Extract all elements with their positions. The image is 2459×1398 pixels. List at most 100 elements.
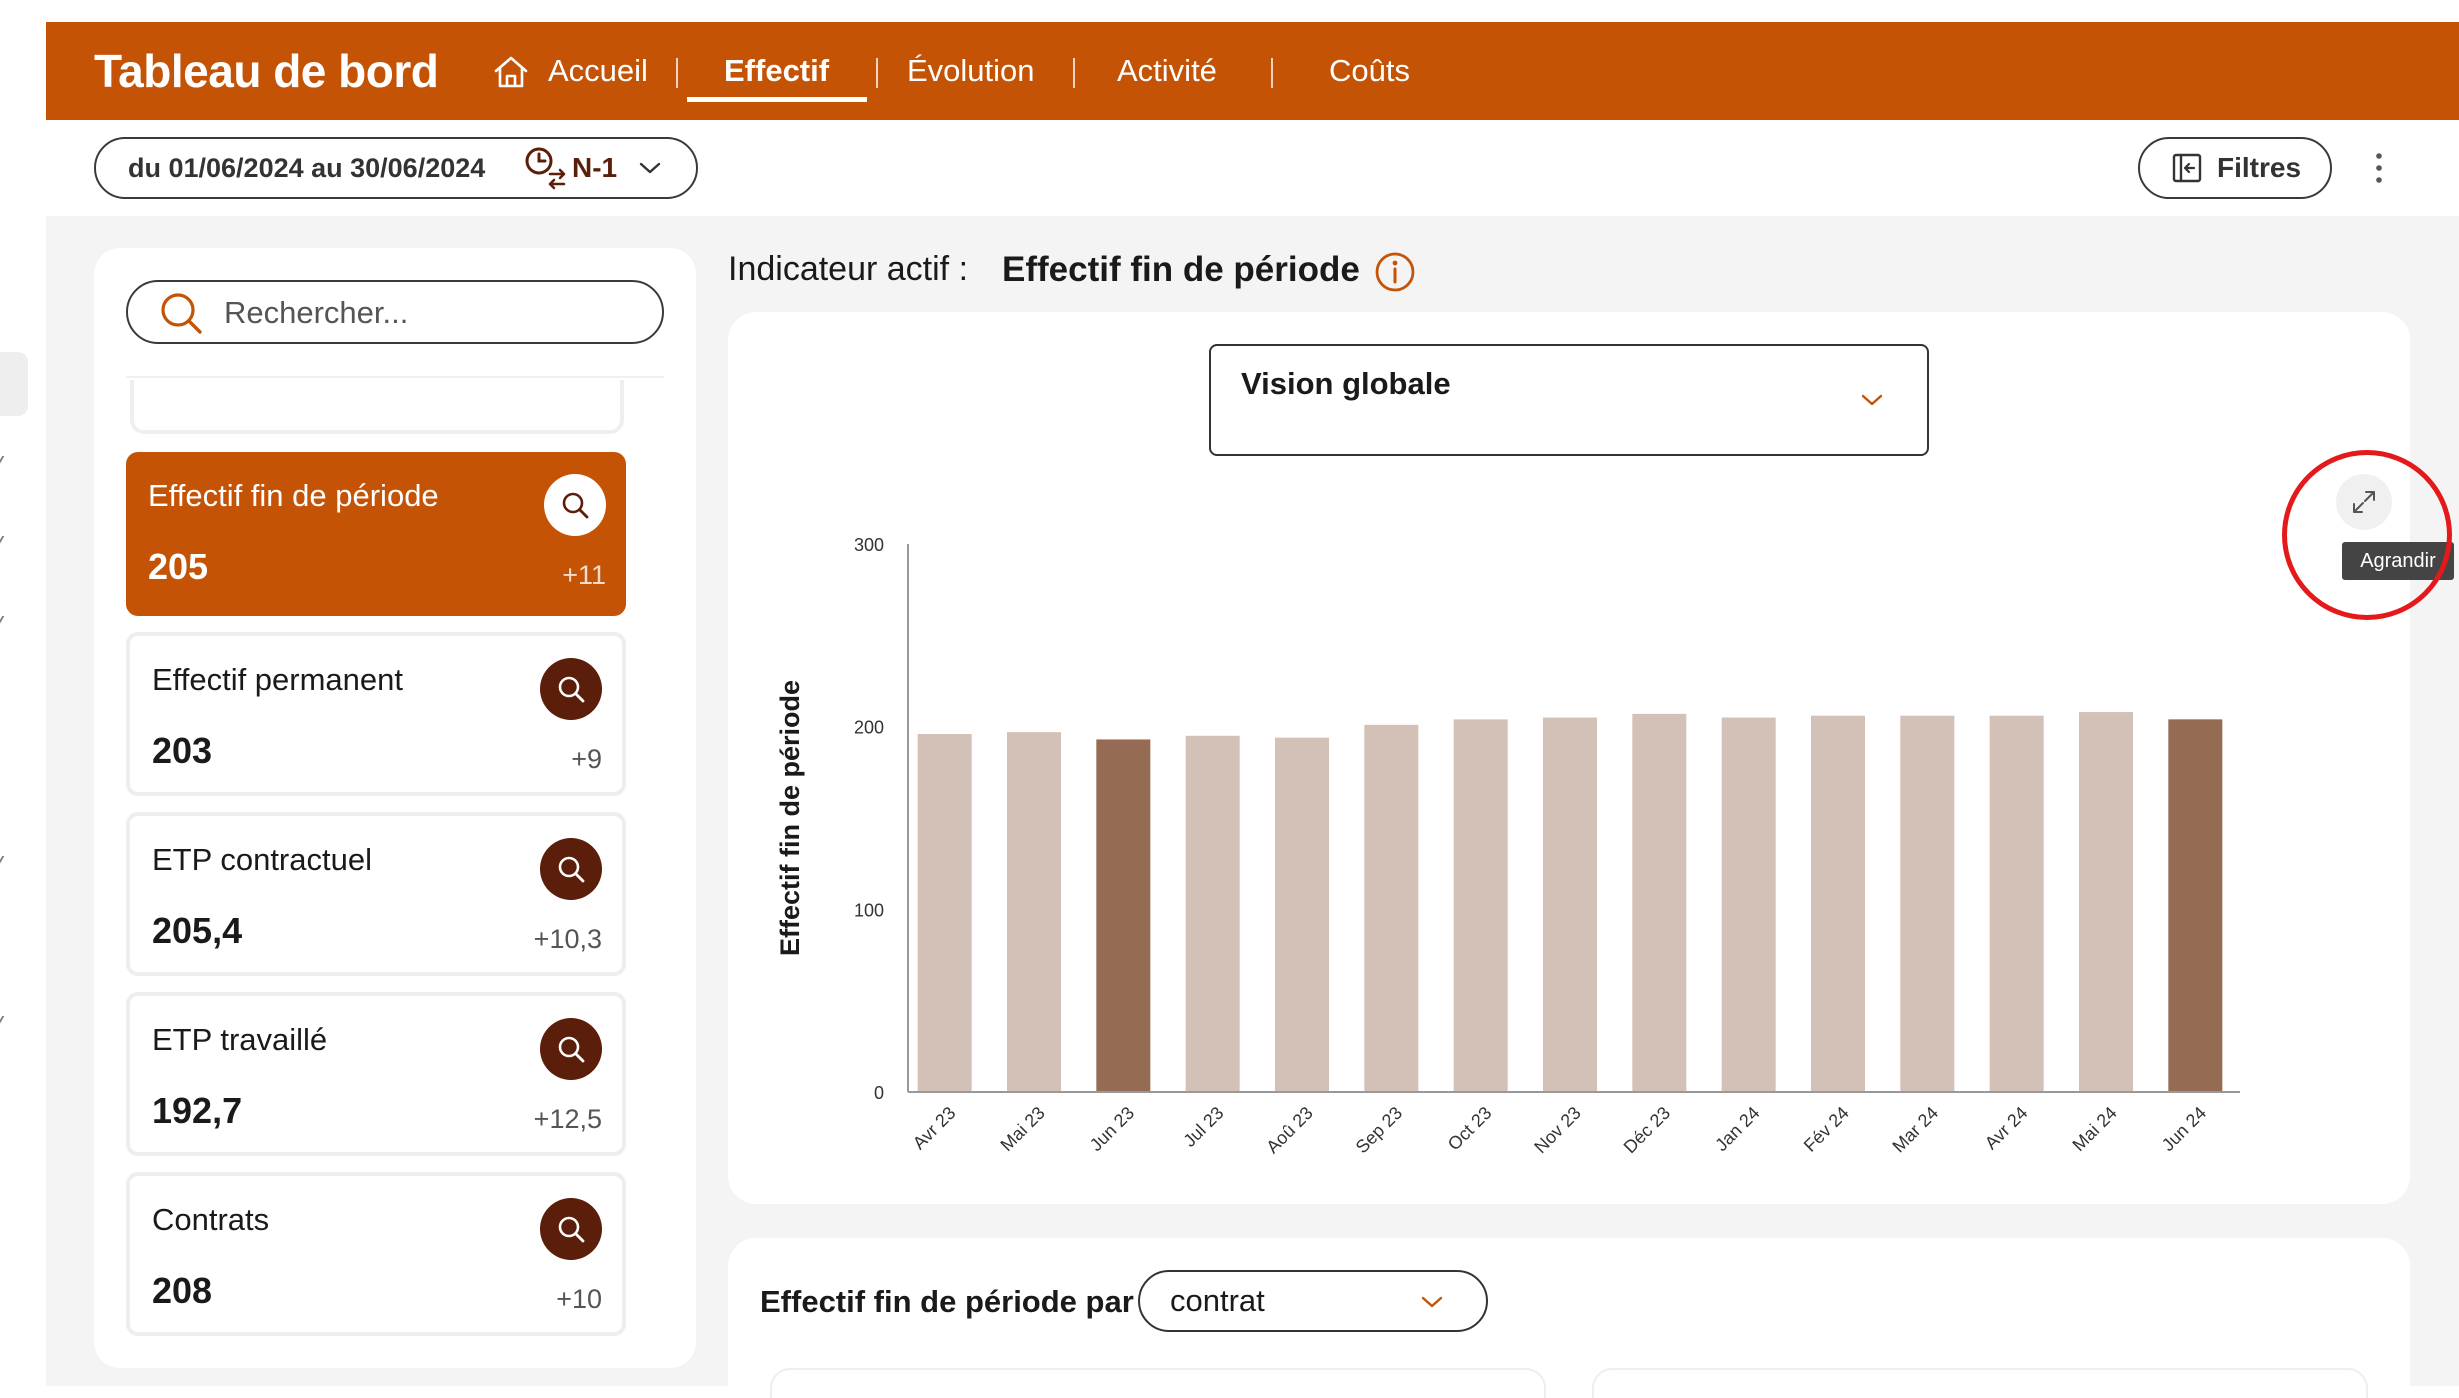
rail-tab[interactable] xyxy=(0,352,28,416)
search-icon xyxy=(562,492,589,519)
search-input[interactable] xyxy=(222,284,646,342)
nav-separator xyxy=(676,58,678,88)
bar xyxy=(1185,735,1240,1092)
comparison-label: N-1 xyxy=(572,152,618,183)
active-tab-indicator xyxy=(687,97,867,102)
nav-separator xyxy=(1073,58,1075,88)
card-detail-button[interactable] xyxy=(544,474,606,536)
history-compare-icon xyxy=(522,144,570,192)
bar xyxy=(1811,715,1865,1092)
card-delta: +10 xyxy=(556,1284,602,1314)
x-tick-label: Avr 23 xyxy=(909,1103,960,1154)
chevron-down-icon[interactable] xyxy=(1860,392,1884,408)
chevron-down-icon[interactable] xyxy=(1420,1294,1444,1310)
bar xyxy=(1096,739,1151,1092)
bar xyxy=(1364,724,1419,1092)
tab-effectif[interactable]: Effectif xyxy=(724,53,830,88)
x-tick-label: Jun 23 xyxy=(1086,1103,1138,1155)
card-detail-button[interactable] xyxy=(540,838,602,900)
x-tick-label: Jan 24 xyxy=(1711,1103,1763,1155)
card-delta: +12,5 xyxy=(533,1104,602,1134)
tab-activite[interactable]: Activité xyxy=(1117,53,1217,88)
date-range-selector[interactable] xyxy=(94,137,698,199)
card-detail-button[interactable] xyxy=(540,1018,602,1080)
info-icon[interactable] xyxy=(1374,251,1416,293)
x-tick-label: Nov 23 xyxy=(1530,1103,1584,1157)
bar xyxy=(2079,712,2133,1092)
search-icon xyxy=(558,1036,585,1063)
date-range-text: du 01/06/2024 au 30/06/2024 xyxy=(128,153,486,183)
nav-separator xyxy=(876,58,878,88)
indicator-card-effectif-fin-de-periode[interactable]: Effectif fin de période 205 +11 xyxy=(126,452,626,616)
card-label: Effectif fin de période xyxy=(148,478,439,513)
search-icon xyxy=(158,290,204,336)
x-tick-label: Mai 24 xyxy=(2068,1103,2120,1155)
tab-evolution[interactable]: Évolution xyxy=(907,53,1035,88)
card-label: ETP contractuel xyxy=(152,842,372,877)
x-tick-label: Déc 23 xyxy=(1620,1103,1674,1157)
search-box[interactable] xyxy=(126,280,664,344)
x-tick-label: Sep 23 xyxy=(1352,1103,1406,1157)
card-value: 192,7 xyxy=(152,1090,243,1131)
x-tick-label: Aoû 23 xyxy=(1262,1103,1316,1157)
card-value: 208 xyxy=(152,1270,213,1311)
y-tick-label: 100 xyxy=(854,900,884,920)
card-detail-button[interactable] xyxy=(540,1198,602,1260)
card-label: Effectif permanent xyxy=(152,662,404,697)
browser-top-strip xyxy=(0,0,2459,23)
breakdown-select-value: contrat xyxy=(1170,1283,1265,1318)
nav-separator xyxy=(1271,58,1273,88)
chevron-down-icon[interactable] xyxy=(638,160,662,176)
indicator-card-etp-contractuel[interactable]: ETP contractuel 205,4 +10,3 xyxy=(126,812,626,976)
tab-couts[interactable]: Coûts xyxy=(1329,53,1410,88)
x-tick-label: Jun 24 xyxy=(2158,1103,2210,1155)
bar xyxy=(1453,719,1508,1092)
more-options-icon[interactable] xyxy=(2372,150,2386,186)
annotation-circle xyxy=(2282,450,2452,620)
filter-panel-icon xyxy=(2171,152,2203,184)
active-indicator-name: Effectif fin de période xyxy=(1002,250,1360,289)
bar xyxy=(1989,715,2044,1092)
app-title: Tableau de bord xyxy=(94,45,439,97)
vision-select-value: Vision globale xyxy=(1241,366,1451,401)
y-tick-label: 300 xyxy=(854,535,884,555)
search-icon xyxy=(558,676,585,703)
bar xyxy=(1007,732,1061,1092)
bar xyxy=(1721,717,1776,1092)
panel-divider xyxy=(126,376,664,378)
filters-label: Filtres xyxy=(2217,152,2302,183)
search-icon xyxy=(558,856,585,883)
x-tick-label: Mai 23 xyxy=(996,1103,1048,1155)
bar xyxy=(2168,719,2223,1092)
breakdown-subpanel xyxy=(770,1368,1546,1398)
toolbar xyxy=(46,120,2459,216)
card-label: ETP travaillé xyxy=(152,1022,328,1057)
left-rail xyxy=(0,22,47,1386)
bar xyxy=(1632,713,1687,1092)
y-axis-label: Effectif fin de période xyxy=(775,680,805,956)
card-value: 205,4 xyxy=(152,910,243,951)
vision-select[interactable] xyxy=(1209,344,1929,456)
indicator-card-contrats[interactable]: Contrats 208 +10 xyxy=(126,1172,626,1336)
breakdown-subpanel xyxy=(1592,1368,2368,1398)
breakdown-panel xyxy=(728,1238,2410,1398)
bar xyxy=(1900,715,1955,1092)
home-icon[interactable] xyxy=(492,54,530,90)
x-tick-label: Fév 24 xyxy=(1800,1103,1853,1156)
tab-accueil[interactable]: Accueil xyxy=(548,53,648,88)
card-delta: +10,3 xyxy=(533,924,602,954)
indicator-card-partial[interactable] xyxy=(130,380,624,434)
card-value: 203 xyxy=(152,730,213,771)
breakdown-label: Effectif fin de période par xyxy=(760,1284,1134,1319)
card-detail-button[interactable] xyxy=(540,658,602,720)
card-delta: +11 xyxy=(562,560,606,590)
filters-button[interactable] xyxy=(2138,137,2332,199)
y-tick-label: 200 xyxy=(854,718,884,738)
bar xyxy=(917,733,972,1092)
indicator-card-etp-travaille[interactable]: ETP travaillé 192,7 +12,5 xyxy=(126,992,626,1156)
breakdown-select[interactable] xyxy=(1138,1270,1488,1332)
bar xyxy=(1543,717,1597,1092)
x-tick-label: Mar 24 xyxy=(1888,1103,1942,1157)
indicator-card-effectif-permanent[interactable]: Effectif permanent 203 +9 xyxy=(126,632,626,796)
bar xyxy=(1275,737,1329,1092)
